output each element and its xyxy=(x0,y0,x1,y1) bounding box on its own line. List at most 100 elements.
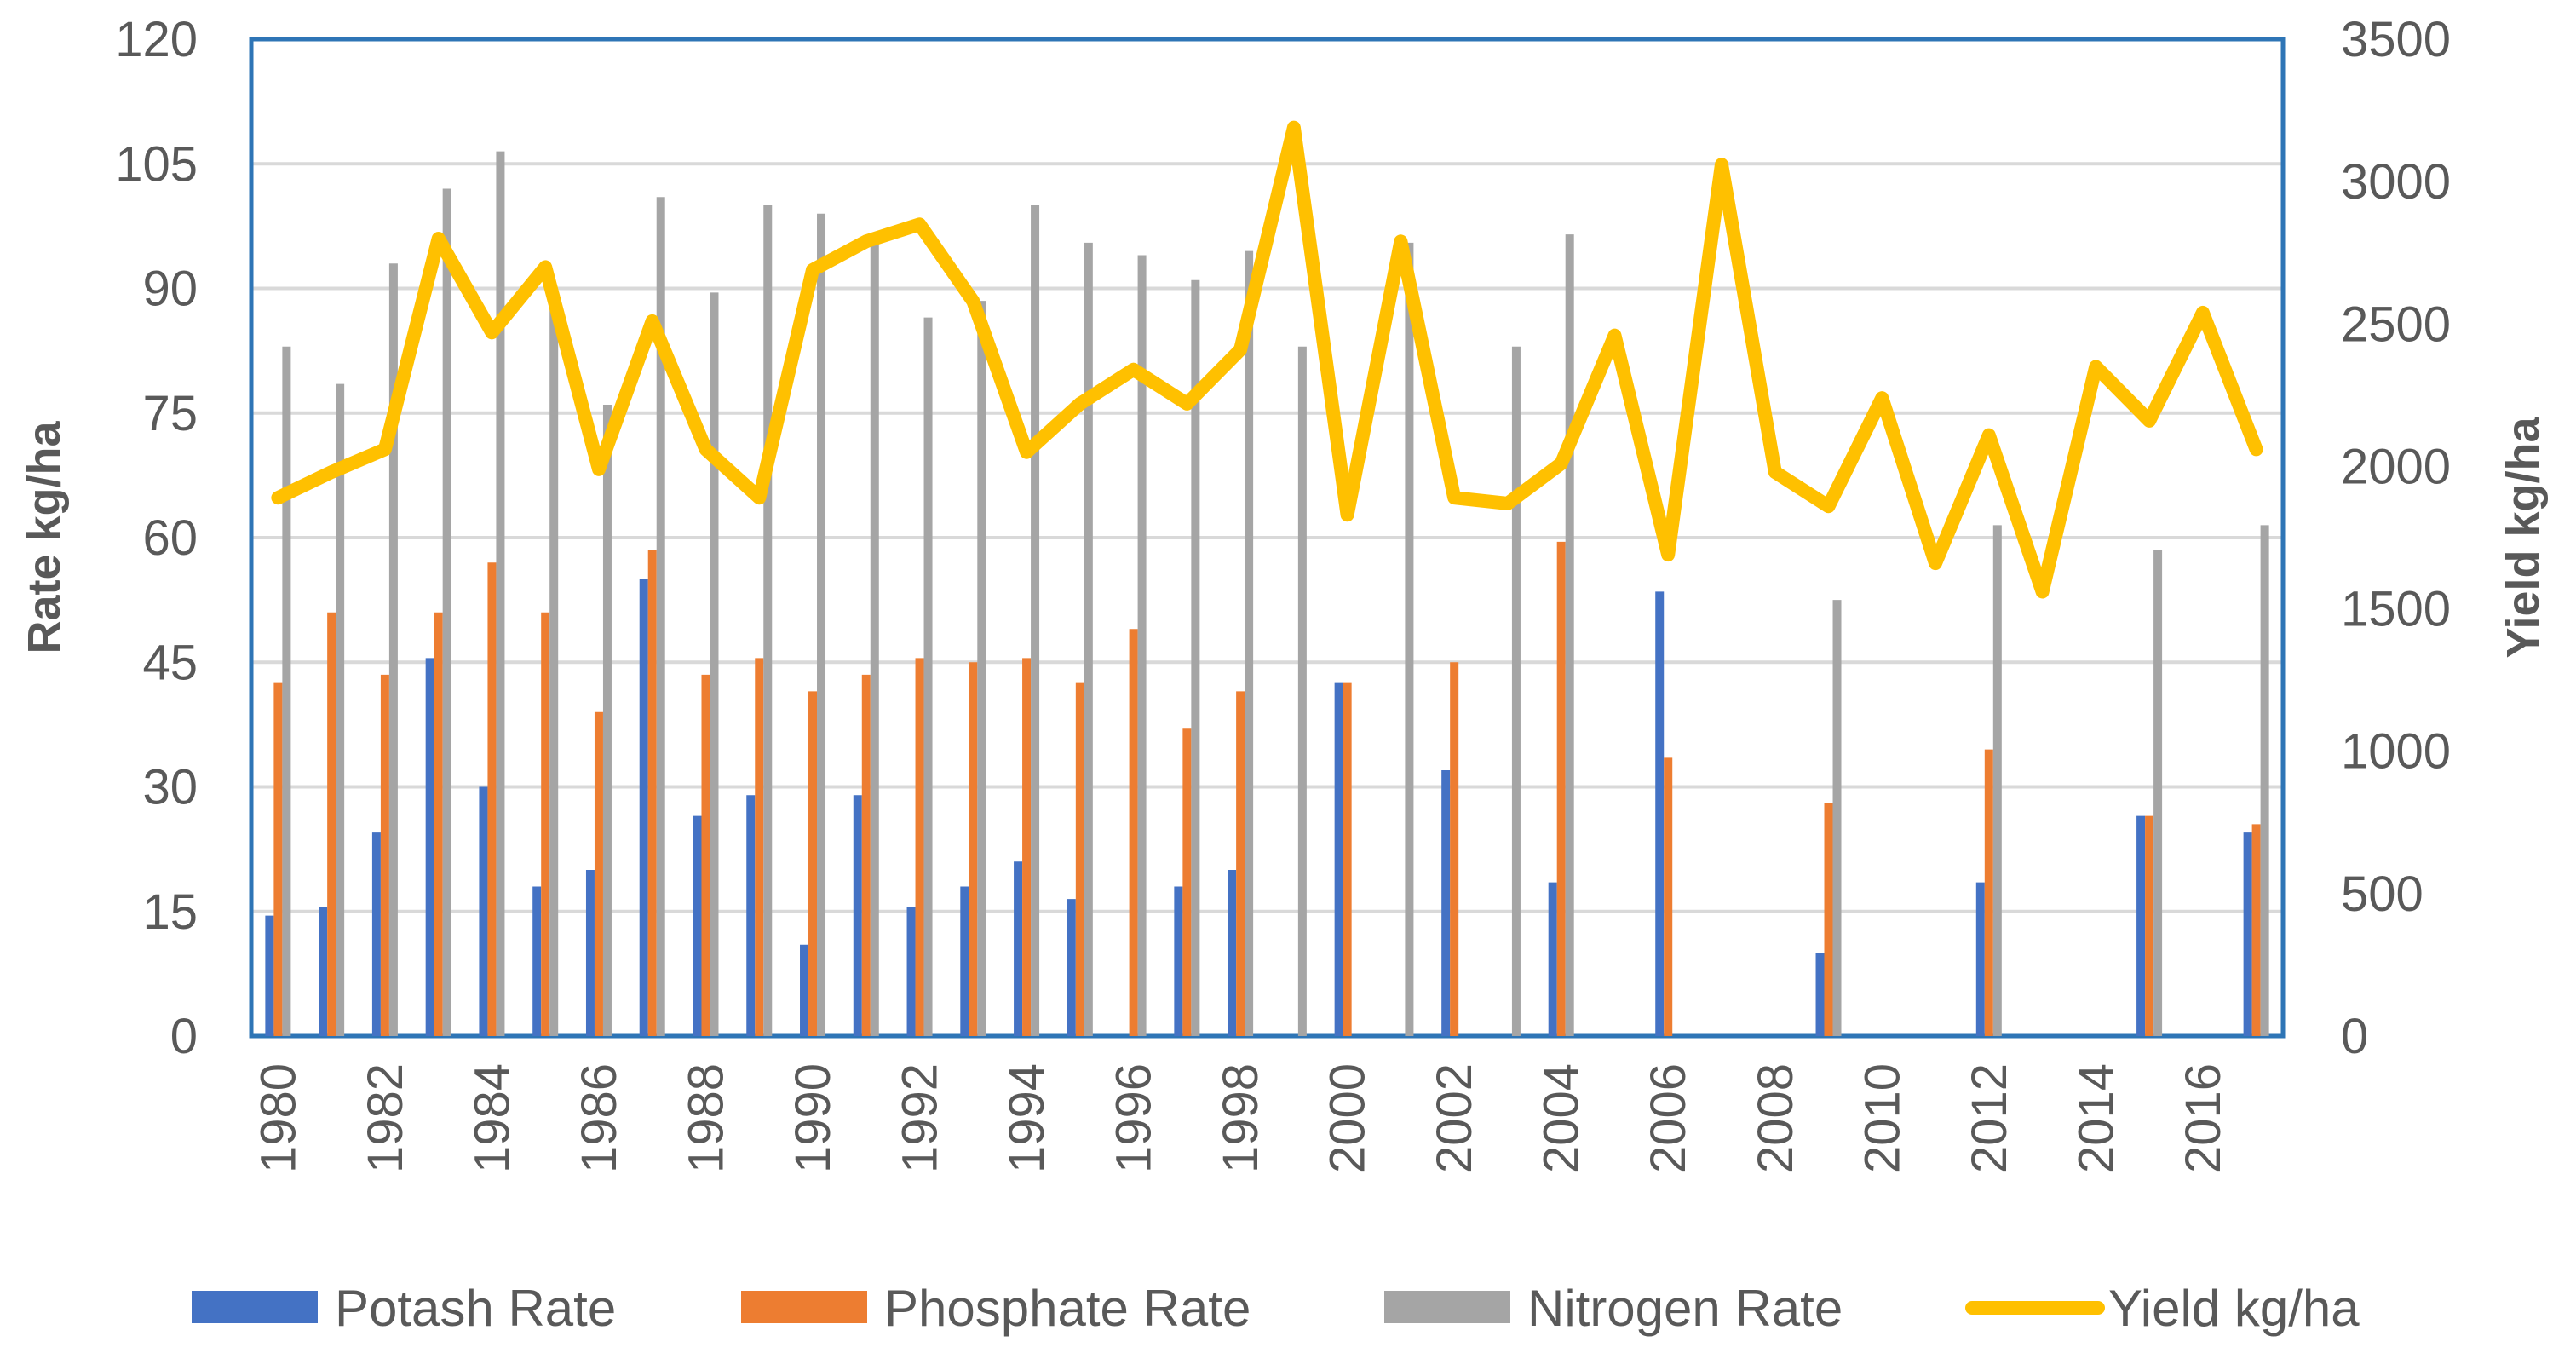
yield-line xyxy=(271,120,2263,599)
y-tick-label: 105 xyxy=(115,136,198,192)
legend-swatch xyxy=(741,1291,867,1323)
legend-label: Nitrogen Rate xyxy=(1527,1280,1843,1337)
bar xyxy=(532,886,542,1036)
x-tick-label: 1988 xyxy=(679,1063,734,1173)
yield-point xyxy=(758,497,761,499)
x-tick-label: 2000 xyxy=(1320,1063,1376,1173)
bar xyxy=(906,907,916,1036)
legend: Potash Rate Phosphate Rate Nitrogen Rate Yi… xyxy=(192,1280,2360,1337)
legend-item: Yield kg/ha xyxy=(1965,1280,2360,1337)
x-tick-label: 2002 xyxy=(1427,1063,1482,1173)
bar xyxy=(969,662,978,1036)
x-tick-label: 1996 xyxy=(1107,1063,1162,1173)
y-tick-label: 120 xyxy=(115,12,198,67)
bar xyxy=(861,674,871,1036)
bar xyxy=(1405,242,1414,1036)
x-tick-label: 1994 xyxy=(999,1063,1055,1173)
bar xyxy=(371,832,381,1036)
bar xyxy=(960,886,969,1036)
yield-point xyxy=(1400,240,1402,243)
bar xyxy=(808,691,818,1036)
bar xyxy=(639,579,648,1036)
bar xyxy=(585,870,595,1036)
legend-item: Phosphate Rate xyxy=(741,1280,1251,1337)
left-axis-title: Rate kg/ha xyxy=(19,420,70,653)
bar xyxy=(273,682,283,1036)
bar xyxy=(336,383,345,1036)
bar xyxy=(1137,255,1147,1036)
x-tick-label: 1980 xyxy=(250,1063,306,1173)
y-tick-label: 45 xyxy=(142,635,198,690)
bar xyxy=(1084,242,1093,1036)
bar xyxy=(1031,205,1040,1036)
yield-point xyxy=(2201,311,2204,314)
legend-label: Yield kg/ha xyxy=(2108,1280,2360,1337)
bar xyxy=(1182,728,1192,1036)
bar xyxy=(1441,770,1451,1036)
x-tick-label: 2008 xyxy=(1748,1063,1803,1173)
bar xyxy=(647,550,657,1036)
y2-tick-label: 2500 xyxy=(2341,297,2451,352)
y-tick-label: 30 xyxy=(142,760,198,815)
bar xyxy=(1664,757,1673,1036)
bar xyxy=(541,612,550,1036)
x-axis-ticks: 1980 1982 1984 1986 1988 1990 1992 1994 1996 1998… xyxy=(250,1063,2230,1173)
bar xyxy=(1191,279,1200,1036)
yield-point xyxy=(1078,402,1081,405)
y2-tick-label: 1500 xyxy=(2341,582,2451,637)
legend-label: Phosphate Rate xyxy=(884,1280,1251,1337)
bar xyxy=(1245,250,1254,1036)
y-tick-label: 60 xyxy=(142,510,198,566)
plot-area-border xyxy=(249,37,2286,1039)
bar xyxy=(755,658,764,1036)
bar xyxy=(870,239,879,1036)
bar xyxy=(282,346,291,1036)
yield-point xyxy=(544,266,547,268)
bar xyxy=(549,305,559,1036)
bar xyxy=(1975,882,1985,1036)
bar xyxy=(425,658,434,1036)
y-tick-label: 15 xyxy=(142,884,198,940)
yield-point xyxy=(1667,554,1670,556)
yield-point xyxy=(1453,497,1456,499)
bar xyxy=(1832,600,1842,1036)
right-axis-title: Yield kg/ha xyxy=(2498,416,2549,658)
bar xyxy=(1984,749,1993,1036)
bar xyxy=(442,188,451,1036)
bar xyxy=(1075,682,1084,1036)
bar xyxy=(800,944,809,1036)
bar xyxy=(2153,550,2163,1036)
bar-series xyxy=(265,151,2269,1036)
bar xyxy=(1236,691,1245,1036)
bar-series-nitrogen-rate xyxy=(282,151,2269,1036)
yield-point xyxy=(437,238,440,239)
yield-point xyxy=(1506,502,1509,504)
y2-tick-label: 500 xyxy=(2341,866,2424,922)
x-tick-label: 1998 xyxy=(1213,1063,1268,1173)
bar xyxy=(479,786,488,1036)
bar xyxy=(380,674,389,1036)
yield-point xyxy=(1720,164,1722,166)
legend-item: Potash Rate xyxy=(192,1280,616,1337)
y2-tick-label: 2000 xyxy=(2341,439,2451,494)
bar xyxy=(388,263,398,1036)
left-axis-ticks: 0 15 30 45 60 75 90 105 120 xyxy=(115,12,198,1064)
x-tick-label: 2004 xyxy=(1534,1063,1590,1173)
y2-tick-label: 3000 xyxy=(2341,154,2451,210)
bar xyxy=(977,301,986,1036)
bar xyxy=(915,658,924,1036)
bar xyxy=(2243,832,2252,1036)
yield-point xyxy=(1987,434,1990,436)
legend-item: Nitrogen Rate xyxy=(1384,1280,1843,1337)
yield-point xyxy=(1935,562,1937,565)
yield-point xyxy=(597,468,600,470)
x-tick-label: 2014 xyxy=(2068,1063,2124,1173)
yield-point xyxy=(1346,514,1348,516)
bar xyxy=(1067,899,1076,1036)
legend-label: Potash Rate xyxy=(335,1280,616,1337)
x-tick-label: 2010 xyxy=(1854,1063,1910,1173)
bar xyxy=(710,292,719,1036)
x-tick-label: 1984 xyxy=(464,1063,520,1173)
yield-point xyxy=(1026,451,1028,453)
